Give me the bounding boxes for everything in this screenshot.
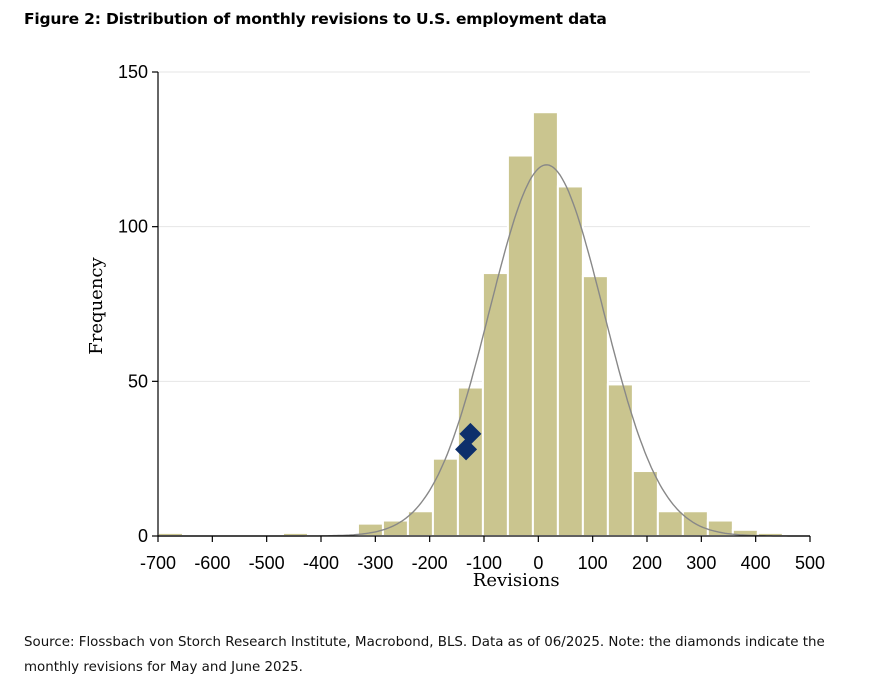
tick-labels: 0 50 100 150 -700 -600 -500 -400 -300 -200 -100 0 10… <box>118 62 825 573</box>
revision-diamond-marker <box>455 438 478 461</box>
y-tick-label: 0 <box>138 526 148 546</box>
y-axis-title: Frequency <box>86 256 107 354</box>
x-tick-label: -700 <box>140 553 176 573</box>
x-tick-label: 400 <box>741 553 771 573</box>
histogram-bar <box>531 111 559 537</box>
histogram-bar <box>481 272 509 537</box>
x-tick-label: -500 <box>249 553 285 573</box>
histogram-bar <box>431 457 459 537</box>
histogram-bar <box>606 383 634 537</box>
x-tick-label: -600 <box>194 553 230 573</box>
source-note: Source: Flossbach von Storch Research In… <box>24 635 825 675</box>
y-tick-label: 150 <box>118 62 148 82</box>
y-tick-label: 50 <box>128 371 148 391</box>
histogram-bars <box>157 111 784 538</box>
x-tick-label: 300 <box>686 553 716 573</box>
revision-markers <box>455 422 482 461</box>
x-tick-label: -400 <box>303 553 339 573</box>
x-tick-label: -300 <box>357 553 393 573</box>
histogram-bar <box>406 510 434 537</box>
axes <box>152 71 811 542</box>
x-tick-label: 100 <box>578 553 608 573</box>
histogram-bar <box>631 470 659 538</box>
x-tick-label: 200 <box>632 553 662 573</box>
y-tick-label: 100 <box>118 217 148 237</box>
histogram-bar <box>456 386 484 537</box>
x-tick-label: -100 <box>466 553 502 573</box>
x-tick-label: 500 <box>795 553 825 573</box>
x-axis-title: Revisions <box>473 570 560 591</box>
histogram-bar <box>556 185 584 537</box>
histogram-bar <box>656 510 684 537</box>
revision-diamond-marker <box>459 422 482 445</box>
x-tick-label: 0 <box>533 553 543 573</box>
x-tick-label: -200 <box>412 553 448 573</box>
histogram-bar <box>506 154 534 538</box>
figure-title: Figure 2: Distribution of monthly revisi… <box>24 10 607 28</box>
